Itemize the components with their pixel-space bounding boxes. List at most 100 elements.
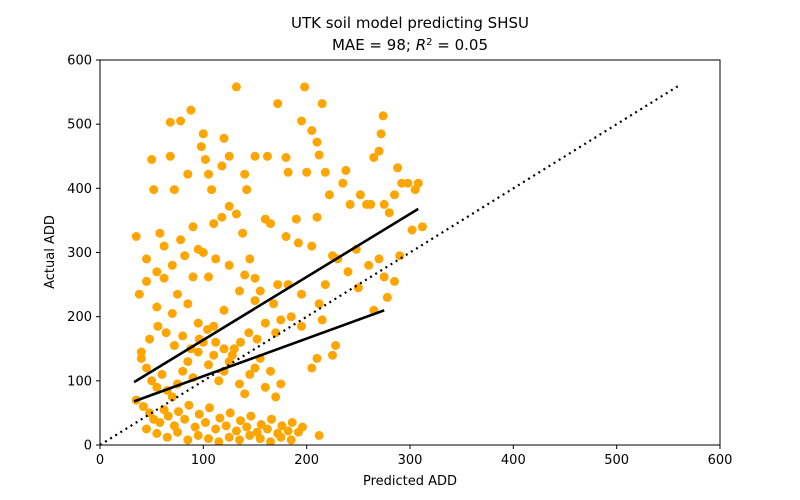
scatter-point xyxy=(153,321,163,331)
scatter-point xyxy=(203,325,212,334)
scatter-point xyxy=(183,169,193,179)
scatter-point xyxy=(240,270,250,280)
scatter-point xyxy=(200,155,210,164)
scatter-point xyxy=(167,260,177,270)
y-tick-label: 100 xyxy=(67,374,92,389)
scatter-point xyxy=(159,241,169,251)
scatter-point xyxy=(225,408,235,418)
scatter-point xyxy=(183,299,193,309)
scatter-point xyxy=(235,286,244,296)
scatter-point xyxy=(152,267,162,277)
scatter-point xyxy=(262,151,272,161)
scatter-point xyxy=(227,350,237,360)
scatter-point xyxy=(204,169,213,179)
scatter-point xyxy=(256,420,266,429)
scatter-point xyxy=(291,214,301,224)
scatter-point xyxy=(250,151,260,161)
scatter-point xyxy=(211,337,221,347)
plot-area xyxy=(100,82,680,445)
scatter-point xyxy=(157,369,167,379)
scatter-point xyxy=(393,163,403,173)
fit-line xyxy=(133,207,419,384)
scatter-point xyxy=(345,199,355,209)
scatter-point xyxy=(240,169,250,179)
scatter-point xyxy=(300,82,310,92)
scatter-point xyxy=(240,389,250,399)
scatter-point xyxy=(250,273,260,283)
scatter-point xyxy=(217,161,227,171)
scatter-point xyxy=(214,376,224,386)
scatter-point xyxy=(302,167,312,177)
scatter-point xyxy=(320,167,330,177)
scatter-point xyxy=(142,363,151,373)
scatter-point xyxy=(193,430,203,440)
scatter-point xyxy=(271,392,281,402)
scatter-point xyxy=(283,426,293,436)
scatter-point xyxy=(273,280,283,290)
scatter-point xyxy=(138,402,148,411)
scatter-point xyxy=(142,276,151,286)
scatter-point xyxy=(215,413,225,423)
scatter-point xyxy=(211,424,221,434)
scatter-point xyxy=(162,432,172,442)
scatter-point xyxy=(194,409,204,419)
scatter-point xyxy=(209,219,219,229)
scatter-point xyxy=(271,328,281,338)
scatter-point xyxy=(413,178,423,188)
scatter-point xyxy=(167,309,177,318)
scatter-point xyxy=(186,105,196,115)
scatter-point xyxy=(142,424,151,434)
scatter-point xyxy=(314,430,324,440)
scatter-point xyxy=(286,312,296,322)
scatter-point xyxy=(161,328,171,338)
scatter-point xyxy=(167,392,177,402)
scatter-point xyxy=(297,321,306,331)
scatter-point xyxy=(136,353,146,363)
subtitle-r: R xyxy=(416,36,426,54)
scatter-point xyxy=(224,151,234,161)
scatter-point xyxy=(281,232,291,241)
scatter-point xyxy=(163,411,173,421)
chart-title: UTK soil model predicting SHSU xyxy=(291,14,529,32)
scatter-point xyxy=(245,254,255,264)
scatter-point xyxy=(155,228,165,238)
scatter-point xyxy=(188,222,198,232)
scatter-point xyxy=(235,435,244,445)
scatter-point xyxy=(260,318,270,328)
scatter-point xyxy=(174,407,183,417)
scatter-point xyxy=(252,334,262,344)
scatter-point xyxy=(338,178,348,188)
scatter-point xyxy=(231,426,241,436)
scatter-point xyxy=(297,289,306,299)
scatter-point xyxy=(341,165,351,175)
y-tick-label: 600 xyxy=(67,54,92,69)
scatter-point xyxy=(214,437,224,445)
scatter-point xyxy=(219,305,229,315)
scatter-point xyxy=(331,341,341,350)
scatter-point xyxy=(155,418,165,427)
x-tick-label: 500 xyxy=(604,453,629,468)
scatter-point xyxy=(238,228,248,238)
scatter-point xyxy=(196,142,206,152)
scatter-point xyxy=(149,185,159,195)
y-axis-ticks: 0 100 200 300 400 500 600 xyxy=(67,54,100,454)
scatter-point xyxy=(244,328,254,338)
scatter-point xyxy=(236,416,245,426)
scatter-point xyxy=(224,260,234,270)
scatter-point xyxy=(207,185,217,195)
scatter-point xyxy=(184,400,194,410)
scatter-point xyxy=(379,272,389,282)
scatter-point xyxy=(277,421,287,431)
scatter-point xyxy=(286,435,296,445)
scatter-point xyxy=(188,272,198,282)
scatter-point xyxy=(276,379,286,389)
scatter-point xyxy=(324,190,334,200)
scatter-point xyxy=(178,331,188,341)
scatter-point xyxy=(260,382,270,392)
y-axis-label: Actual ADD xyxy=(43,215,58,289)
subtitle-prefix: MAE = 98; xyxy=(332,36,416,54)
scatter-point xyxy=(307,363,317,373)
x-tick-label: 400 xyxy=(501,453,526,468)
